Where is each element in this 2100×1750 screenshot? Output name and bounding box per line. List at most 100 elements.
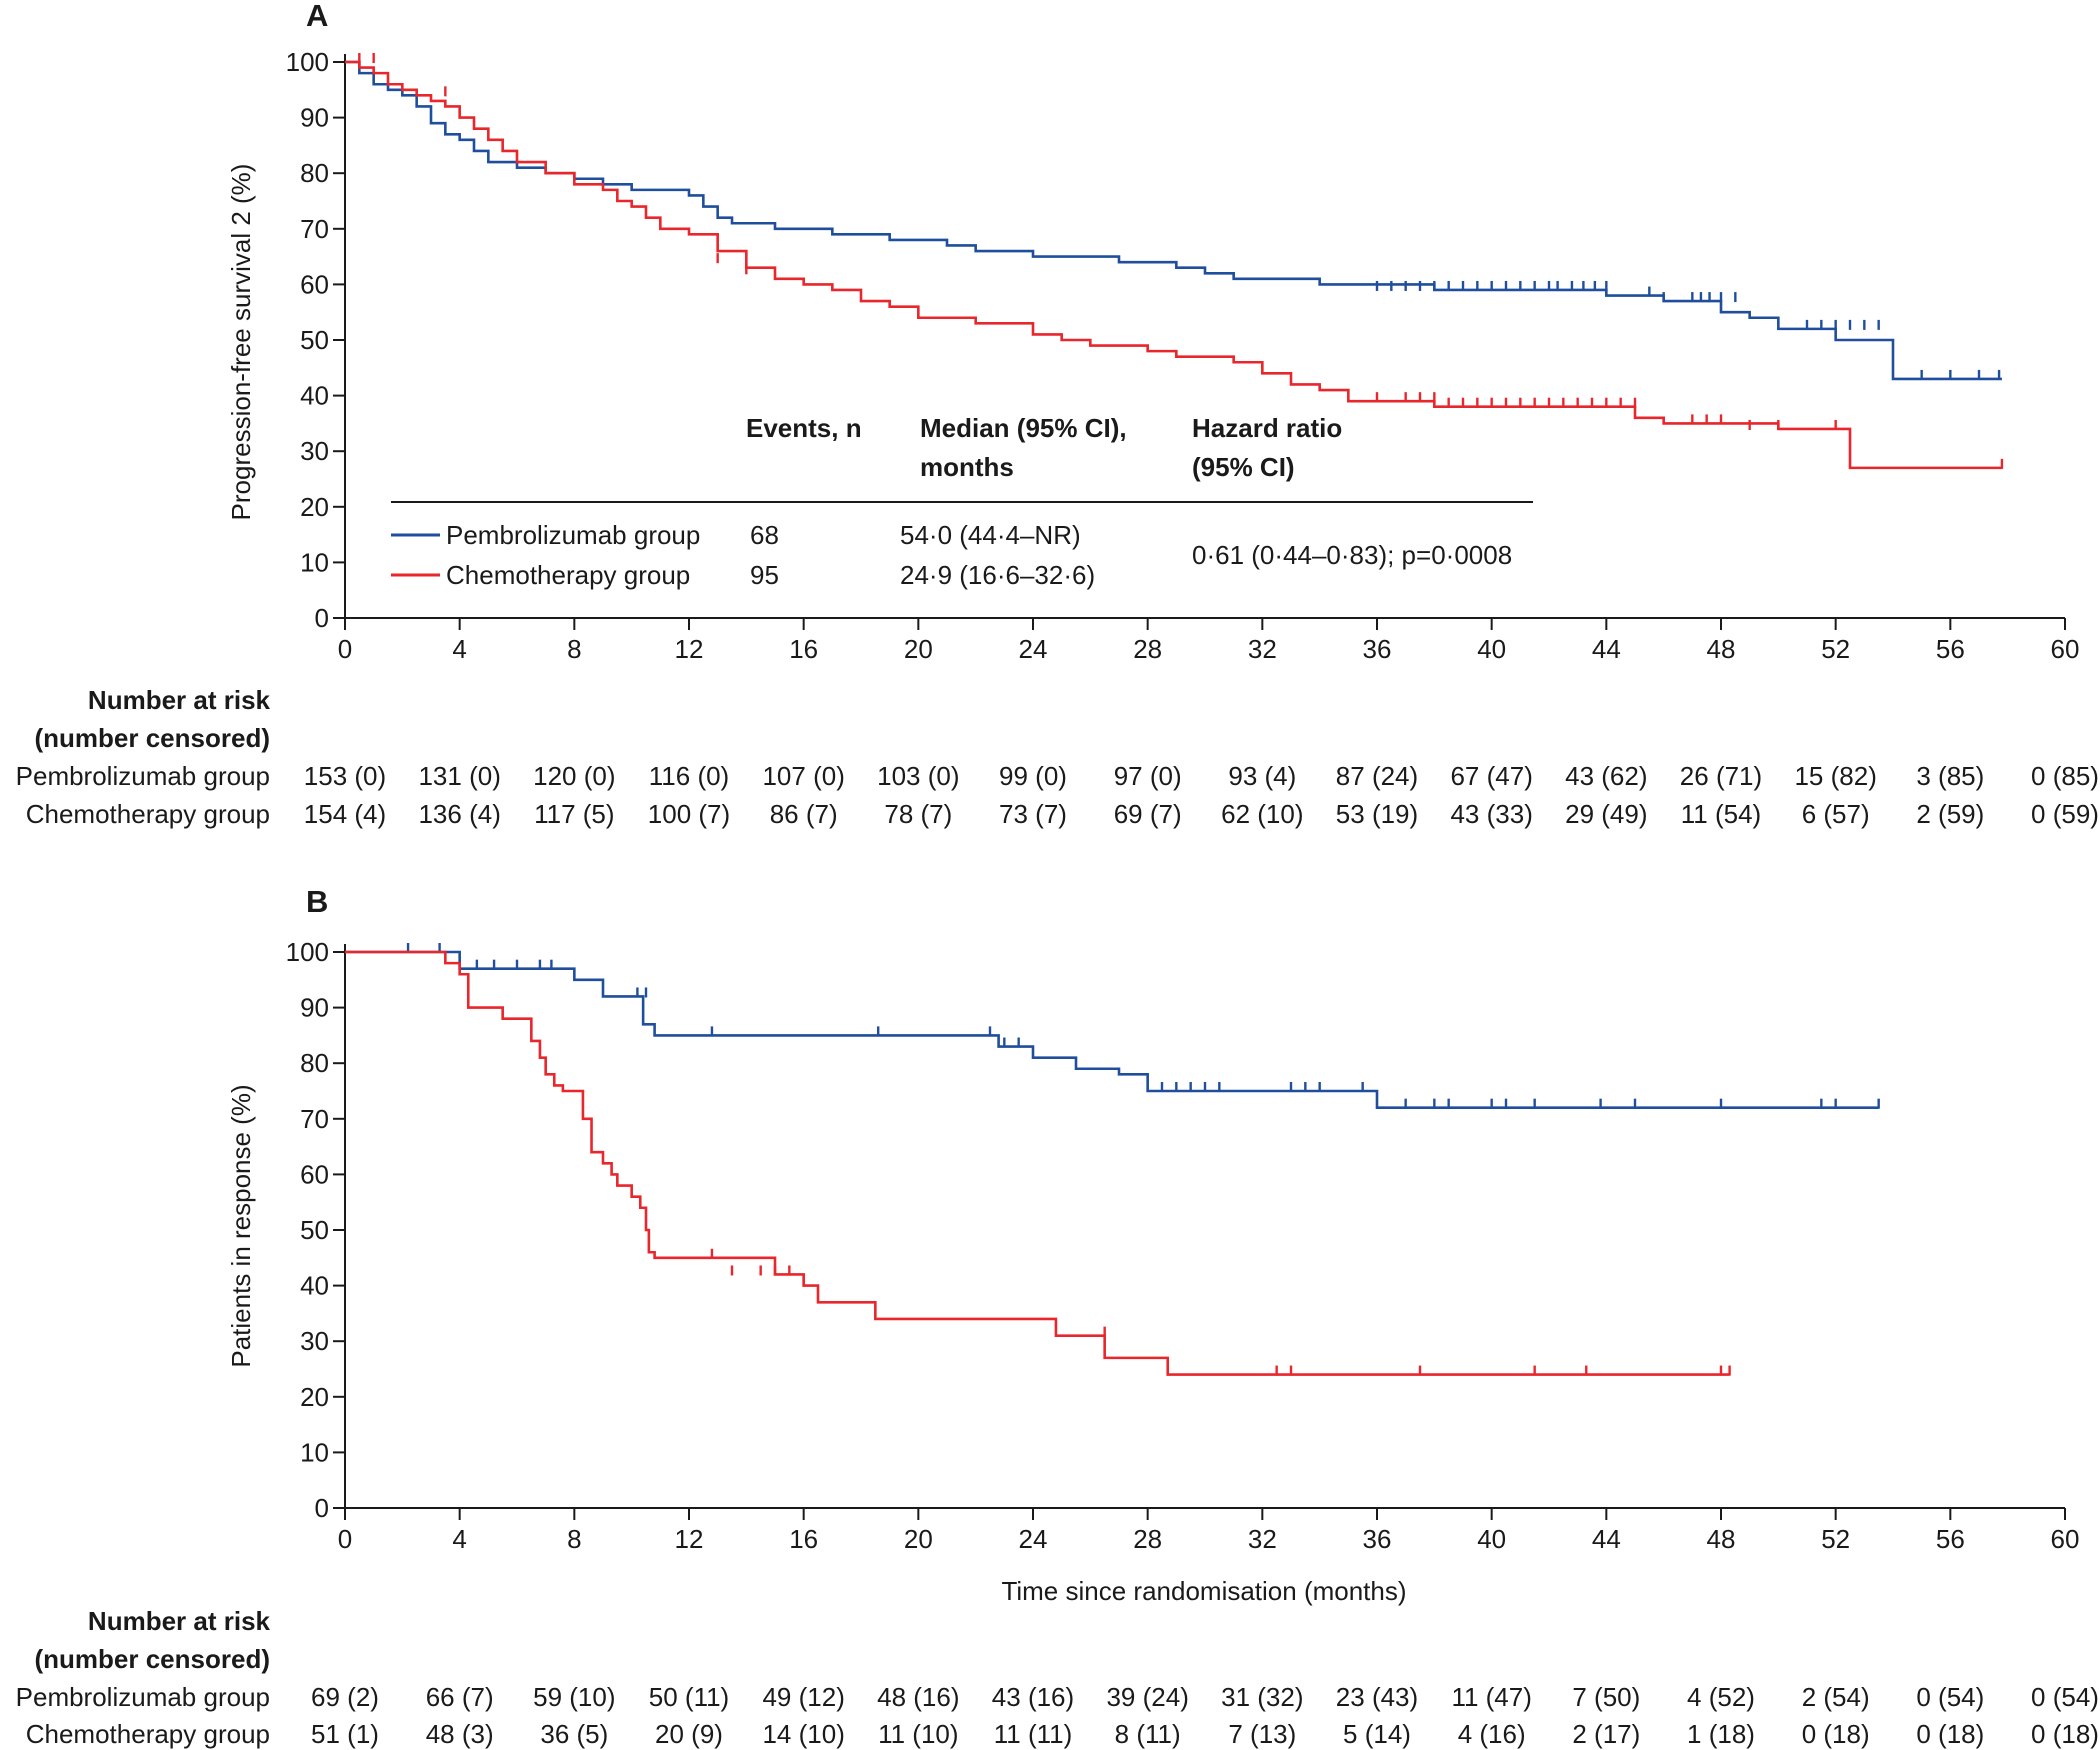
legend-header-median-unit: months xyxy=(920,452,1014,482)
risk-value: 136 (4) xyxy=(418,799,500,829)
panel-a-x-tick-label: 20 xyxy=(904,634,933,664)
risk-value: 87 (24) xyxy=(1336,761,1418,791)
risk-value: 99 (0) xyxy=(999,761,1067,791)
legend-events-chemotherapy: 95 xyxy=(750,560,779,590)
risk-value: 29 (49) xyxy=(1565,799,1647,829)
risk-value: 116 (0) xyxy=(649,761,729,791)
panel-b-x-tick-label: 36 xyxy=(1363,1524,1392,1554)
panel-b-x-axis-title: Time since randomisation (months) xyxy=(1001,1576,1406,1606)
panel-b-y-tick-label: 90 xyxy=(300,993,329,1023)
risk-value: 11 (54) xyxy=(1681,799,1761,829)
legend-median-pembrolizumab: 54·0 (44·4–NR) xyxy=(900,520,1081,550)
legend-median-chemotherapy: 24·9 (16·6–32·6) xyxy=(900,560,1095,590)
risk-value: 48 (16) xyxy=(877,1682,959,1712)
risk-value: 39 (24) xyxy=(1106,1682,1188,1712)
panel-b-x-tick-label: 12 xyxy=(675,1524,704,1554)
panel-b-x-tick-label: 4 xyxy=(452,1524,466,1554)
risk-value: 69 (2) xyxy=(311,1682,379,1712)
risk-value: 97 (0) xyxy=(1114,761,1182,791)
panel-a-x-tick-label: 52 xyxy=(1821,634,1850,664)
risk-value: 62 (10) xyxy=(1221,799,1303,829)
risk-value: 23 (43) xyxy=(1336,1682,1418,1712)
risk-value: 11 (47) xyxy=(1451,1682,1531,1712)
risk-value: 8 (11) xyxy=(1115,1719,1181,1749)
panel-a-legend: Events, n Median (95% CI), months Hazard… xyxy=(391,413,1533,590)
risk-a-label-pembrolizumab: Pembrolizumab group xyxy=(16,761,270,791)
panel-b-y-tick-label: 50 xyxy=(300,1215,329,1245)
risk-a-values-pembrolizumab: 153 (0) 131 (0) 120 (0) 116 (0) 107 (0) 103 (… xyxy=(304,761,2099,791)
panel-a-curve-pembrolizumab xyxy=(345,60,2002,381)
risk-value: 86 (7) xyxy=(770,799,838,829)
risk-value: 0 (54) xyxy=(1916,1682,1984,1712)
risk-a-label-chemotherapy: Chemotherapy group xyxy=(26,799,270,829)
panel-b-y-tick-label: 60 xyxy=(300,1159,329,1189)
panel-b-x-tick-label: 32 xyxy=(1248,1524,1277,1554)
risk-value: 5 (14) xyxy=(1343,1719,1411,1749)
risk-value: 103 (0) xyxy=(877,761,959,791)
risk-value: 153 (0) xyxy=(304,761,386,791)
risk-a-values-chemotherapy: 154 (4) 136 (4) 117 (5) 100 (7) 86 (7) 78 (7)… xyxy=(304,799,2099,829)
risk-value: 67 (47) xyxy=(1450,761,1532,791)
panel-a-curve-chemotherapy xyxy=(345,60,2002,470)
legend-events-pembrolizumab: 68 xyxy=(750,520,779,550)
panel-b-x-tick-label: 24 xyxy=(1019,1524,1048,1554)
risk-value: 43 (33) xyxy=(1450,799,1532,829)
risk-value: 69 (7) xyxy=(1114,799,1182,829)
panel-b-x-tick-label: 60 xyxy=(2051,1524,2080,1554)
legend-header-hazard: Hazard ratio xyxy=(1192,413,1342,443)
legend-label-pembrolizumab: Pembrolizumab group xyxy=(446,520,700,550)
panel-a-x-tick-label: 56 xyxy=(1936,634,1965,664)
panel-b-y-tick-label: 70 xyxy=(300,1104,329,1134)
panel-a-x-tick-label: 40 xyxy=(1477,634,1506,664)
panel-a-x-tick-label: 12 xyxy=(675,634,704,664)
risk-value: 1 (18) xyxy=(1687,1719,1755,1749)
panel-b-label: B xyxy=(306,884,328,919)
risk-b-header-censored: (number censored) xyxy=(35,1644,271,1674)
panel-a-y-tick-label: 20 xyxy=(300,492,329,522)
risk-value: 31 (32) xyxy=(1221,1682,1303,1712)
risk-value: 6 (57) xyxy=(1802,799,1870,829)
panel-b-y-tick-label: 10 xyxy=(300,1437,329,1467)
panel-b: B Patients in response (%) Time since ra… xyxy=(16,884,2099,1749)
panel-a-y-tick-label: 30 xyxy=(300,436,329,466)
risk-a-header: Number at risk xyxy=(88,685,271,715)
panel-a-x-tick-label: 32 xyxy=(1248,634,1277,664)
risk-value: 2 (59) xyxy=(1916,799,1984,829)
risk-value: 43 (62) xyxy=(1565,761,1647,791)
risk-value: 7 (13) xyxy=(1228,1719,1296,1749)
risk-value: 49 (12) xyxy=(762,1682,844,1712)
risk-a-header-censored: (number censored) xyxy=(35,723,271,753)
legend-header-hazard-ci: (95% CI) xyxy=(1192,452,1295,482)
risk-value: 20 (9) xyxy=(655,1719,723,1749)
risk-value: 4 (52) xyxy=(1687,1682,1755,1712)
risk-value: 36 (5) xyxy=(540,1719,608,1749)
panel-b-y-tick-label: 0 xyxy=(315,1493,329,1523)
panel-a-x-tick-label: 24 xyxy=(1019,634,1048,664)
risk-value: 2 (54) xyxy=(1802,1682,1870,1712)
risk-value: 15 (82) xyxy=(1794,761,1876,791)
panel-a-x-tick-label: 60 xyxy=(2051,634,2080,664)
risk-value: 53 (19) xyxy=(1336,799,1418,829)
risk-value: 107 (0) xyxy=(762,761,844,791)
panel-a-x-tick-label: 48 xyxy=(1707,634,1736,664)
legend-header-events: Events, n xyxy=(746,413,862,443)
risk-value: 59 (10) xyxy=(533,1682,615,1712)
panel-a: A Progression-free survival 2 (%) 0 10 20 3… xyxy=(16,0,2099,829)
risk-value: 73 (7) xyxy=(999,799,1067,829)
risk-value: 43 (16) xyxy=(992,1682,1074,1712)
panel-b-y-axis-title: Patients in response (%) xyxy=(226,1084,256,1367)
panel-b-y-tick-label: 40 xyxy=(300,1271,329,1301)
legend-header-median: Median (95% CI), xyxy=(920,413,1127,443)
risk-value: 66 (7) xyxy=(426,1682,494,1712)
panel-a-x-tick-label: 8 xyxy=(567,634,581,664)
risk-b-values-pembrolizumab: 69 (2) 66 (7) 59 (10) 50 (11) 49 (12) 48 (16)… xyxy=(311,1682,2099,1712)
risk-value: 7 (50) xyxy=(1572,1682,1640,1712)
risk-value: 48 (3) xyxy=(426,1719,494,1749)
panel-a-x-tick-label: 44 xyxy=(1592,634,1621,664)
panel-b-curve-pembrolizumab xyxy=(345,950,1879,1109)
panel-b-y-tick-label: 80 xyxy=(300,1048,329,1078)
panel-a-x-tick-label: 16 xyxy=(789,634,818,664)
